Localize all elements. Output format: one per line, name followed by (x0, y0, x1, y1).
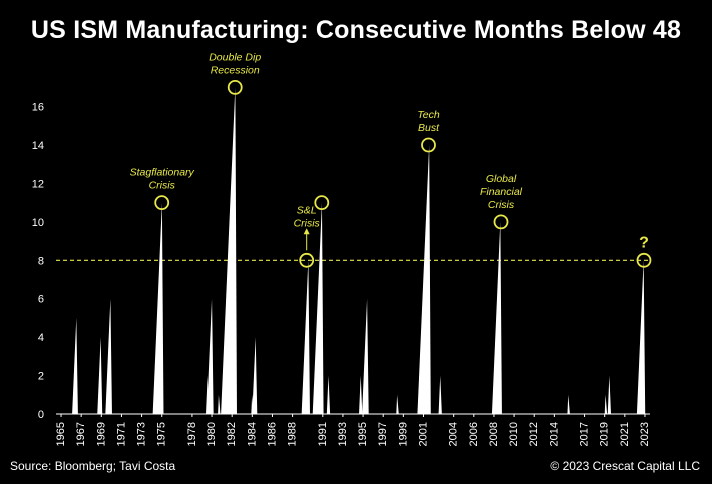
y-tick-label: 6 (38, 294, 44, 306)
x-tick-label: 2021 (619, 422, 631, 446)
x-tick-label: 1991 (317, 422, 329, 446)
annotation-label: S&L (297, 204, 317, 216)
x-tick-label: 2008 (488, 422, 500, 446)
x-tick-label: 2017 (579, 422, 591, 446)
spike (607, 375, 611, 414)
x-tick-label: 2006 (468, 422, 480, 446)
spike (218, 394, 221, 414)
x-tick-label: 2023 (639, 422, 651, 446)
annotation-label: Double Dip (209, 51, 261, 63)
spike (152, 202, 164, 414)
spike (359, 375, 363, 414)
y-tick-label: 10 (32, 217, 44, 229)
spike (417, 145, 431, 414)
annotation-arrowhead (303, 228, 310, 235)
annotation-marker (636, 252, 652, 268)
y-tick-label: 4 (38, 332, 44, 344)
x-tick-label: 1995 (357, 422, 369, 446)
annotation-label: Global (486, 173, 517, 185)
x-tick-label: 1982 (226, 422, 238, 446)
spike (72, 317, 78, 414)
x-tick-label: 1988 (287, 422, 299, 446)
spike (97, 337, 103, 414)
y-tick-label: 8 (38, 255, 44, 267)
annotation-marker (314, 195, 330, 211)
x-tick-label: 2012 (528, 422, 540, 446)
spike (301, 260, 310, 414)
x-tick-label: 1997 (377, 422, 389, 446)
spike (221, 87, 237, 414)
spike (362, 298, 369, 414)
x-tick-label: 1967 (75, 422, 87, 446)
annotation-label: Crisis (294, 217, 321, 229)
annotation-label: Crisis (488, 199, 515, 211)
annotation-label: Bust (418, 122, 440, 134)
copyright-note: © 2023 Crescat Capital LLC (550, 459, 700, 473)
x-tick-label: 2014 (548, 422, 560, 446)
annotation-question: ? (639, 234, 649, 251)
y-tick-label: 12 (32, 178, 44, 190)
annotation-marker (299, 252, 315, 268)
spike (396, 394, 399, 414)
annotation-label: Tech (417, 109, 440, 121)
annotation-label: Financial (480, 186, 523, 198)
x-tick-label: 1986 (266, 422, 278, 446)
spike (604, 394, 608, 414)
x-tick-label: 1980 (206, 422, 218, 446)
x-tick-label: 1999 (397, 422, 409, 446)
x-tick-label: 1971 (115, 422, 127, 446)
x-tick-label: 1993 (337, 422, 349, 446)
x-tick-label: 2001 (417, 422, 429, 446)
annotation-marker (421, 137, 436, 153)
x-tick-label: 1965 (55, 422, 67, 446)
y-tick-label: 14 (32, 140, 44, 152)
x-tick-label: 1973 (136, 422, 148, 446)
chart-title: US ISM Manufacturing: Consecutive Months… (30, 16, 682, 44)
spike (636, 260, 646, 414)
x-tick-label: 1984 (246, 422, 258, 446)
spike (567, 394, 570, 414)
spike (105, 298, 112, 414)
annotation-marker (154, 195, 170, 211)
y-tick-label: 0 (38, 409, 44, 421)
x-tick-label: 2019 (599, 422, 611, 446)
x-tick-label: 2010 (508, 422, 520, 446)
y-tick-label: 16 (32, 102, 44, 114)
spike (491, 221, 502, 414)
spike (326, 375, 331, 414)
spike (207, 298, 214, 414)
spike (438, 375, 442, 414)
annotation-marker (493, 214, 509, 230)
x-tick-label: 1978 (186, 422, 198, 446)
spike (312, 202, 324, 414)
x-tick-label: 2004 (448, 422, 460, 446)
source-note: Source: Bloomberg; Tavi Costa (10, 459, 176, 473)
annotation-marker (227, 79, 243, 95)
annotation-label: Crisis (149, 180, 176, 192)
spike (252, 337, 258, 414)
annotation-label: Recession (211, 64, 260, 76)
x-tick-label: 1975 (156, 422, 168, 446)
annotation-label: Stagflationary (130, 167, 195, 179)
y-tick-label: 2 (38, 371, 44, 383)
x-tick-label: 1969 (95, 422, 107, 446)
